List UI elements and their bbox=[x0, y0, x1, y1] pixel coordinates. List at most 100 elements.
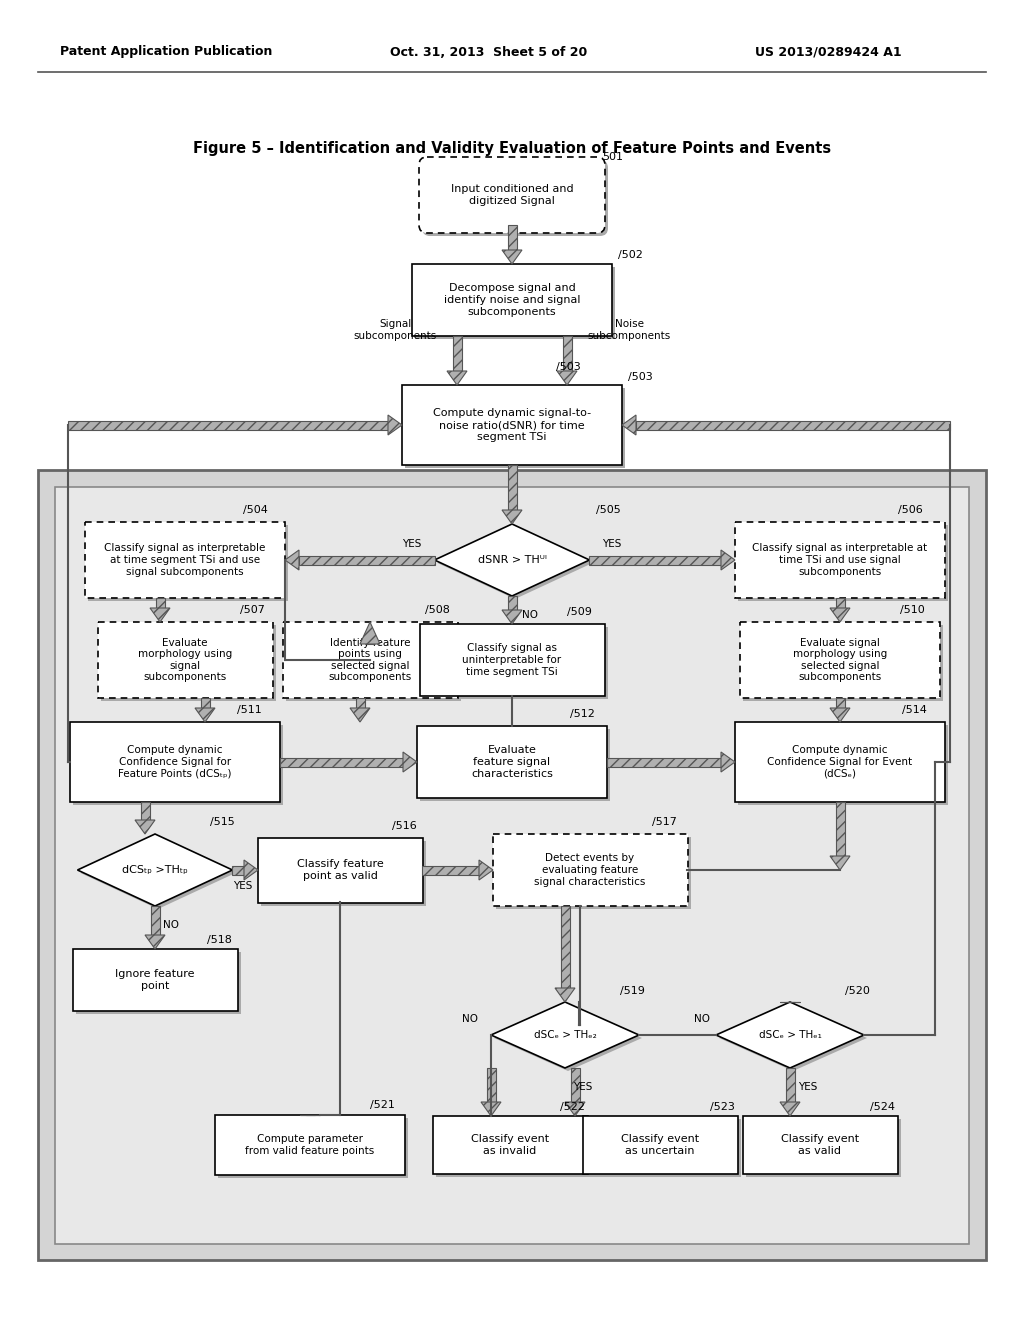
Bar bbox=[38, 470, 986, 1261]
Bar bbox=[422, 866, 479, 874]
Bar bbox=[589, 556, 721, 565]
Polygon shape bbox=[716, 1002, 864, 1068]
Text: YES: YES bbox=[799, 1082, 818, 1092]
Polygon shape bbox=[494, 1005, 642, 1071]
Polygon shape bbox=[388, 414, 402, 436]
Bar bbox=[432, 1115, 588, 1173]
Text: /516: /516 bbox=[392, 821, 417, 832]
Bar bbox=[508, 597, 516, 610]
Text: /521: /521 bbox=[370, 1100, 395, 1110]
Polygon shape bbox=[150, 609, 170, 622]
Bar bbox=[55, 487, 969, 1243]
Bar bbox=[735, 521, 945, 598]
Text: /508: /508 bbox=[425, 605, 450, 615]
Text: Classify signal as interpretable at
time TSi and use signal
subcomponents: Classify signal as interpretable at time… bbox=[753, 544, 928, 577]
Bar bbox=[586, 1119, 740, 1177]
Bar bbox=[562, 337, 571, 371]
Bar bbox=[232, 866, 244, 874]
Bar bbox=[283, 622, 458, 698]
Bar bbox=[743, 624, 943, 701]
Text: /519: /519 bbox=[620, 986, 645, 997]
Bar bbox=[836, 598, 845, 609]
Text: Patent Application Publication: Patent Application Publication bbox=[60, 45, 272, 58]
Bar bbox=[88, 525, 288, 601]
Text: Signal
subcomponents: Signal subcomponents bbox=[353, 319, 436, 341]
Text: YES: YES bbox=[233, 880, 253, 891]
Text: /505: /505 bbox=[596, 506, 621, 515]
Text: /504: /504 bbox=[243, 506, 268, 515]
Bar bbox=[423, 627, 607, 700]
Bar bbox=[785, 1068, 795, 1102]
Bar bbox=[415, 267, 615, 339]
Text: Identify feature
points using
selected signal
subcomponents: Identify feature points using selected s… bbox=[329, 638, 412, 682]
Text: Ignore feature
point: Ignore feature point bbox=[116, 969, 195, 991]
Text: NO: NO bbox=[694, 1014, 710, 1024]
FancyBboxPatch shape bbox=[419, 157, 605, 234]
Bar bbox=[738, 525, 948, 601]
Text: Compute dynamic signal-to-
noise ratio(dSNR) for time
segment TSi: Compute dynamic signal-to- noise ratio(d… bbox=[433, 408, 591, 442]
Polygon shape bbox=[135, 820, 155, 834]
Text: Figure 5 – Identification and Validity Evaluation of Feature Points and Events: Figure 5 – Identification and Validity E… bbox=[193, 140, 831, 156]
Text: NO: NO bbox=[462, 1014, 478, 1024]
Text: /524: /524 bbox=[870, 1102, 895, 1111]
Polygon shape bbox=[350, 708, 370, 722]
Bar bbox=[742, 1115, 897, 1173]
Text: Compute dynamic
Confidence Signal for Event
(dCSₑ): Compute dynamic Confidence Signal for Ev… bbox=[767, 746, 912, 779]
Bar bbox=[257, 837, 423, 903]
Polygon shape bbox=[502, 610, 522, 624]
Polygon shape bbox=[502, 510, 522, 524]
Bar bbox=[402, 385, 622, 465]
Bar bbox=[215, 1115, 406, 1175]
Bar bbox=[836, 803, 845, 855]
Bar bbox=[735, 722, 945, 803]
Bar bbox=[420, 729, 610, 801]
Bar bbox=[420, 624, 604, 696]
Text: dSCₑ > THₑ₁: dSCₑ > THₑ₁ bbox=[759, 1030, 821, 1040]
Text: /502: /502 bbox=[618, 249, 643, 260]
Bar bbox=[412, 264, 612, 337]
Bar bbox=[745, 1119, 900, 1177]
Text: Classify signal as
uninterpretable for
time segment TSi: Classify signal as uninterpretable for t… bbox=[463, 643, 561, 677]
Text: /515: /515 bbox=[210, 817, 234, 828]
Bar bbox=[560, 906, 569, 987]
Text: dSCₑ > THₑ₂: dSCₑ > THₑ₂ bbox=[534, 1030, 596, 1040]
Text: dSNR > THᵁᴵ: dSNR > THᵁᴵ bbox=[477, 554, 547, 565]
Polygon shape bbox=[557, 371, 577, 385]
Text: /523: /523 bbox=[710, 1102, 735, 1111]
Bar bbox=[486, 1068, 496, 1102]
Polygon shape bbox=[830, 708, 850, 722]
Polygon shape bbox=[830, 609, 850, 622]
Bar bbox=[607, 758, 721, 767]
Bar bbox=[70, 722, 280, 803]
Text: Classify signal as interpretable
at time segment TSi and use
signal subcomponent: Classify signal as interpretable at time… bbox=[104, 544, 265, 577]
Polygon shape bbox=[360, 622, 380, 644]
Text: US 2013/0289424 A1: US 2013/0289424 A1 bbox=[755, 45, 901, 58]
Bar bbox=[738, 725, 948, 805]
Polygon shape bbox=[195, 708, 215, 722]
Text: Classify event
as valid: Classify event as valid bbox=[781, 1134, 859, 1156]
Text: Evaluate
morphology using
signal
subcomponents: Evaluate morphology using signal subcomp… bbox=[138, 638, 232, 682]
Polygon shape bbox=[555, 987, 575, 1002]
Bar bbox=[836, 698, 845, 708]
Bar bbox=[286, 624, 461, 701]
Text: YES: YES bbox=[602, 539, 622, 549]
Text: Evaluate signal
morphology using
selected signal
subcomponents: Evaluate signal morphology using selecte… bbox=[793, 638, 887, 682]
Polygon shape bbox=[719, 1005, 867, 1071]
Text: Noise
subcomponents: Noise subcomponents bbox=[588, 319, 671, 341]
Polygon shape bbox=[780, 1102, 800, 1115]
Text: Detect events by
evaluating feature
signal characteristics: Detect events by evaluating feature sign… bbox=[535, 854, 646, 887]
Bar bbox=[570, 1068, 580, 1102]
Polygon shape bbox=[434, 524, 590, 597]
Bar bbox=[76, 952, 241, 1014]
Bar bbox=[493, 834, 687, 906]
Polygon shape bbox=[721, 752, 735, 772]
Bar bbox=[97, 622, 272, 698]
Bar bbox=[73, 949, 238, 1011]
Text: Compute dynamic
Confidence Signal for
Feature Points (dCSₜₚ): Compute dynamic Confidence Signal for Fe… bbox=[118, 746, 231, 779]
Bar bbox=[260, 841, 426, 906]
Text: /514: /514 bbox=[902, 705, 927, 715]
Text: Classify event
as invalid: Classify event as invalid bbox=[471, 1134, 549, 1156]
Bar bbox=[140, 803, 150, 820]
Text: YES: YES bbox=[573, 1082, 593, 1092]
Text: /522: /522 bbox=[560, 1102, 585, 1111]
